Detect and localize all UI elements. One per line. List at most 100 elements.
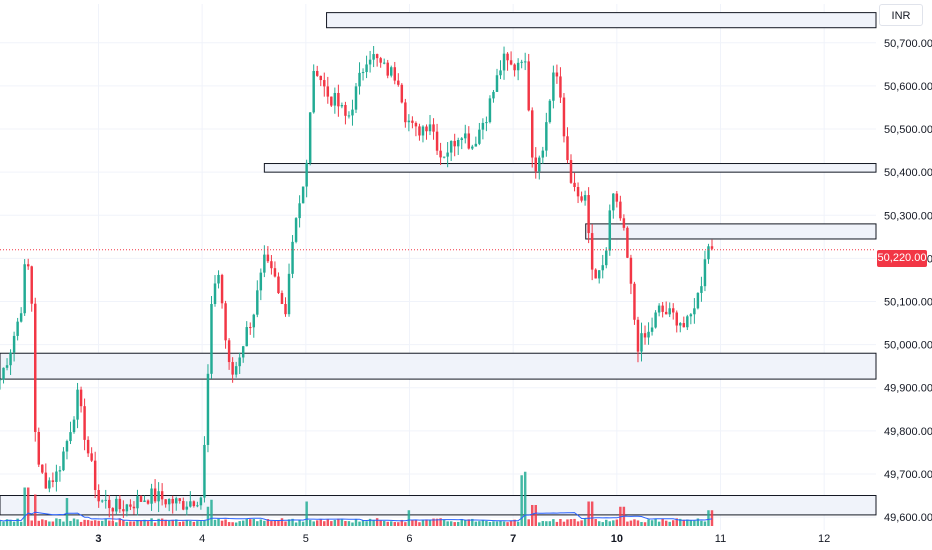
candle-body [301,186,305,204]
candle-body [474,143,478,147]
volume-bar [192,521,196,526]
candle-body [125,504,129,512]
volume-bar [527,519,530,526]
candle-body [122,509,125,512]
volume-bar [224,519,227,526]
candle-body [192,501,196,507]
candle-body [266,254,270,262]
candle-body [213,283,217,304]
volume-bar [337,518,340,526]
time-axis[interactable]: 3 4 5 6 7 10 11 12 [95,533,830,545]
candle-body [178,498,181,502]
candle-body [280,293,284,305]
candle-body [245,327,248,347]
volume-bar [629,520,633,526]
candle-body [538,157,541,172]
candle-body [23,264,26,314]
volume-bar [136,520,139,526]
time-tick-label: 3 [95,533,101,545]
candle-body [464,133,467,139]
candle-body [308,112,312,163]
volume-bar [30,520,33,526]
volume-bar [34,494,37,526]
candle-body [220,274,224,304]
candle-body [552,72,555,101]
volume-bar [0,520,2,526]
candle-body [9,352,12,366]
candle-body [527,61,530,111]
candle-body [467,133,471,149]
volume-bar [139,520,143,526]
volume-bar [65,498,69,526]
volume-bar [330,521,333,526]
candle-body [668,308,671,315]
volume-bar [633,519,636,526]
candle-body [393,67,397,81]
volume-bar [404,522,407,526]
volume-bar [643,522,647,526]
candle-body [626,227,629,258]
candle-body [326,86,330,97]
volume-bar [210,499,213,526]
volume-bar [100,520,104,526]
volume-bar [178,521,181,526]
volume-bar [245,519,248,526]
candle-body [196,505,199,507]
candle-body [654,312,657,328]
volume-bar [284,521,287,526]
candle-body [305,162,308,187]
volume-bar [365,521,368,526]
candle-body [619,201,622,219]
candle-body [636,319,640,352]
volume-bar [97,520,100,526]
volume-bar [23,487,26,526]
volume-bar [661,518,664,526]
volume-bar [273,520,277,526]
price-tick-label: 49,800.00 [884,426,932,438]
candle-body [189,501,192,507]
volume-bar [552,519,555,526]
candle-body [710,246,714,249]
volume-bar [390,521,393,526]
volume-bar [569,519,573,526]
volume-bar [213,519,217,526]
candle-body [449,140,453,153]
volume-bar [167,520,171,526]
volume-bar [397,522,400,526]
candle-body [453,140,456,147]
volume-bar [513,519,516,526]
candle-body [351,109,354,116]
volume-bar [442,519,446,526]
volume-bar [308,520,312,526]
candle-body [545,122,548,151]
volume-bar [319,519,322,526]
candle-body [446,152,449,157]
volume-bar [150,518,153,526]
volume-bar [199,521,203,526]
volume-bar [707,510,710,526]
candle-body [682,323,686,328]
currency-label[interactable]: INR [879,4,923,26]
candle-body [26,264,30,267]
candle-body [456,139,460,147]
volume-bar [428,519,432,526]
candle-body [566,136,569,161]
volume-bar [280,518,284,526]
candle-body [516,62,520,71]
volume-bar [411,519,414,526]
candle-body [605,250,608,266]
candle-body [175,498,178,504]
time-tick-label: 6 [406,533,412,545]
candle-body [16,321,19,336]
volume-bar [619,506,622,526]
candle-body [382,62,386,64]
volume-bar [432,518,435,526]
price-axis[interactable]: 50,700.00 50,600.00 50,500.00 50,400.00 50,3… [884,38,932,524]
candle-body [531,110,534,158]
volume-bar [703,521,707,526]
candle-body [372,54,375,60]
candle-body [404,102,407,123]
price-tick-label: 50,700.00 [884,38,932,50]
candle-body [559,76,562,98]
